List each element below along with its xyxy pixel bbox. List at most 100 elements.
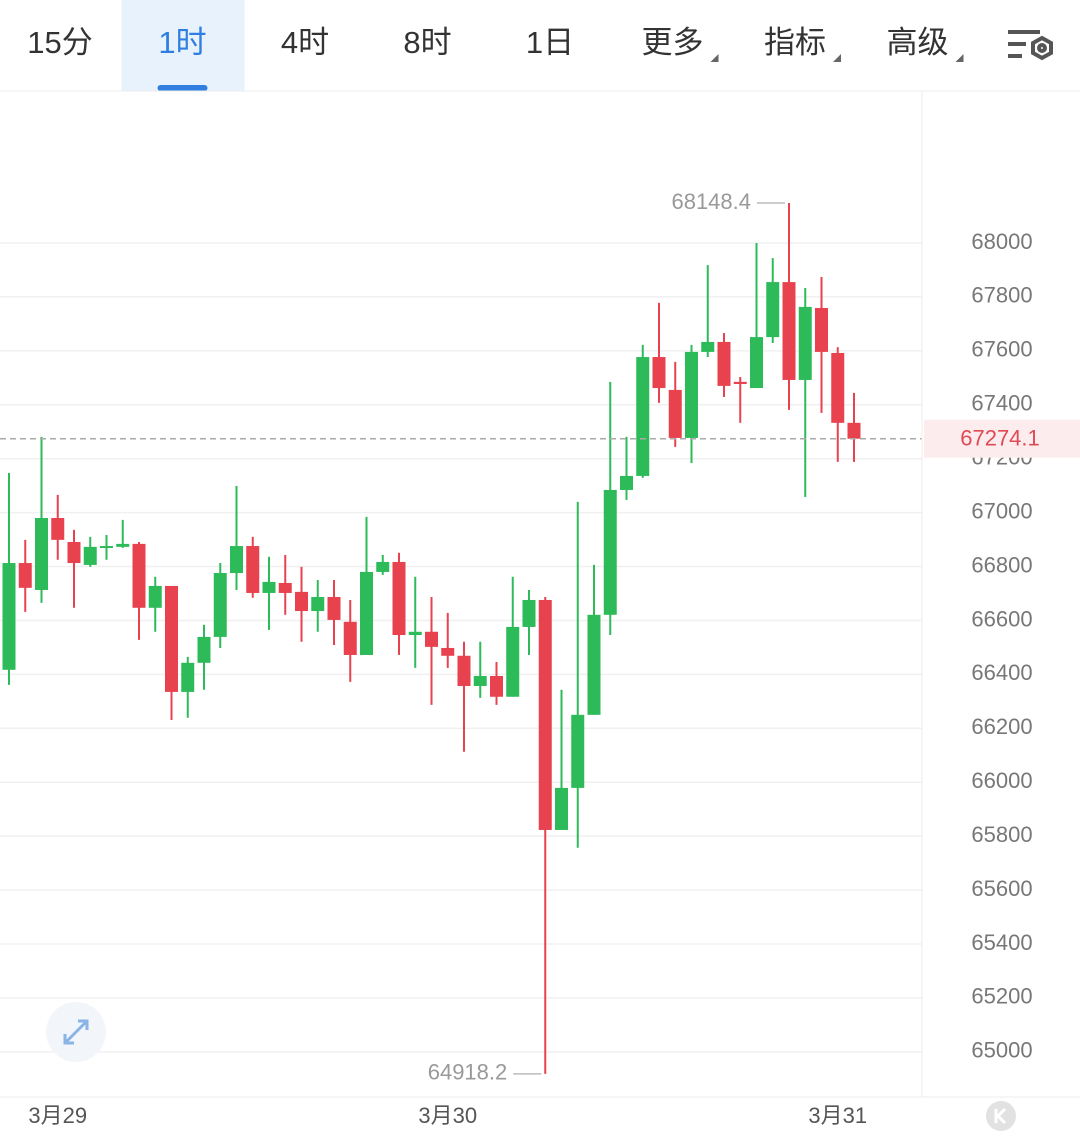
candle-body xyxy=(295,591,308,612)
y-tick-label: 67600 xyxy=(971,337,1032,362)
candle-body xyxy=(376,561,390,572)
tab-label: 更多 xyxy=(642,25,704,60)
candle-body xyxy=(278,582,292,593)
y-tick-label: 67400 xyxy=(971,391,1032,416)
tab-dropdown-icon xyxy=(955,54,964,62)
tab-dropdown-icon xyxy=(833,54,841,62)
scroll-end-button[interactable] xyxy=(986,1101,1016,1131)
candle-body xyxy=(262,581,276,593)
tab[interactable]: 1时 xyxy=(121,0,245,91)
candle-body xyxy=(246,546,260,593)
candle xyxy=(571,501,585,848)
candle-body xyxy=(425,631,438,647)
extreme-label: 64918.2 xyxy=(428,1060,508,1085)
y-tick-label: 65400 xyxy=(971,930,1032,955)
tab-label: 1时 xyxy=(158,25,206,60)
candle xyxy=(83,536,97,567)
candle-body xyxy=(327,597,341,620)
candle xyxy=(246,536,260,598)
tab-dropdown-icon xyxy=(710,54,719,62)
y-tick-label: 66800 xyxy=(971,552,1032,577)
tab[interactable]: 更多 xyxy=(642,25,719,62)
candle-body xyxy=(51,518,65,540)
last-price-tag xyxy=(924,419,1080,458)
icon-dot xyxy=(1037,43,1047,53)
candle xyxy=(360,516,373,655)
tab-underline xyxy=(157,85,208,91)
tab[interactable]: 8时 xyxy=(403,25,451,60)
candle-body xyxy=(343,621,357,655)
candle-body xyxy=(213,573,227,637)
toolbar: 15分 1时 4时 8时 1日 更多 指标 高级 xyxy=(27,0,964,91)
tab[interactable]: 4时 xyxy=(281,25,329,60)
candle-body xyxy=(701,341,715,352)
scroll-end-icon xyxy=(994,1107,1007,1125)
candle xyxy=(181,656,195,718)
y-tick-label: 65200 xyxy=(971,984,1032,1009)
candle xyxy=(717,333,731,397)
candle-body xyxy=(441,647,455,656)
candle-body xyxy=(35,518,48,590)
candle-body xyxy=(717,341,731,386)
candle-body xyxy=(18,563,32,588)
candle-body xyxy=(132,543,146,608)
candle xyxy=(18,539,32,612)
candle xyxy=(506,576,520,697)
tab[interactable]: 15分 xyxy=(27,25,92,60)
y-tick-label: 65600 xyxy=(971,876,1032,901)
candle xyxy=(490,661,503,705)
candle-body xyxy=(798,306,812,380)
candle xyxy=(132,542,146,640)
candle-body xyxy=(360,571,373,655)
expand-button[interactable] xyxy=(46,1002,106,1062)
candle-body xyxy=(181,662,195,692)
candle-body xyxy=(587,614,601,715)
candle-body xyxy=(603,489,617,615)
candle-body xyxy=(750,337,763,389)
candle xyxy=(197,624,211,690)
tab-label: 15分 xyxy=(27,25,92,60)
candle-body xyxy=(311,597,325,612)
candle xyxy=(603,381,617,636)
tab[interactable]: 高级 xyxy=(887,25,964,62)
tab[interactable]: 1日 xyxy=(526,25,574,60)
candle-body xyxy=(116,543,130,547)
candle xyxy=(262,556,276,630)
y-tick-label: 66000 xyxy=(971,768,1032,793)
candle xyxy=(831,347,845,462)
candle xyxy=(165,585,178,720)
tab[interactable]: 指标 xyxy=(764,25,841,62)
candle xyxy=(652,302,666,403)
candle-body xyxy=(165,585,178,692)
candle xyxy=(587,564,601,715)
settings-icon[interactable] xyxy=(1008,30,1053,61)
tab-label: 8时 xyxy=(403,25,451,60)
candle xyxy=(2,472,16,685)
candle xyxy=(733,376,747,423)
tab-label: 指标 xyxy=(764,25,826,60)
candle xyxy=(425,597,438,705)
candle-body xyxy=(2,563,16,670)
candle-body xyxy=(766,282,780,338)
candle xyxy=(473,641,487,698)
candle xyxy=(522,589,536,655)
candle xyxy=(116,519,130,548)
candle xyxy=(636,344,650,478)
candle xyxy=(100,534,113,560)
y-tick-label: 67800 xyxy=(971,283,1032,308)
x-tick-label: 3月30 xyxy=(418,1103,477,1128)
candle xyxy=(35,436,48,603)
y-tick-label: 65000 xyxy=(971,1038,1032,1063)
last-price-label: 67274.1 xyxy=(960,426,1040,451)
candle xyxy=(213,563,227,648)
y-tick-label: 67000 xyxy=(971,498,1032,523)
candle xyxy=(685,344,698,464)
candle xyxy=(701,265,715,358)
candle xyxy=(815,276,828,413)
y-tick-label: 65800 xyxy=(971,822,1032,847)
candle-body xyxy=(847,422,861,439)
candle xyxy=(441,612,455,668)
candle-body xyxy=(685,351,698,438)
candle-body xyxy=(636,357,650,476)
candle xyxy=(766,258,780,344)
